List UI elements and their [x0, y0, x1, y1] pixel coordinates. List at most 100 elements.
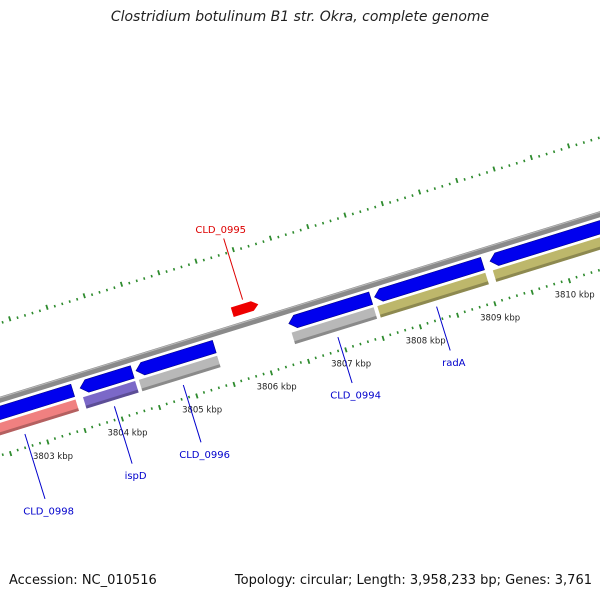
outer-scale-tick	[590, 138, 593, 142]
inner-scale-tick	[173, 400, 176, 404]
outer-scale-tick	[329, 219, 332, 223]
outer-scale-tick	[128, 281, 131, 285]
inner-scale-tick	[590, 271, 593, 275]
gene-label-cld_0994: CLD_0994	[330, 391, 381, 402]
gene-label-leader	[337, 336, 353, 384]
outer-scale-tick	[239, 247, 243, 250]
outer-scale-tick	[351, 212, 355, 216]
feature-clpc	[492, 237, 600, 282]
inner-scale-tick	[210, 388, 213, 392]
inner-scale-tick	[16, 448, 19, 452]
accession-text: Accession: NC_010516	[9, 573, 157, 588]
inner-scale-tick	[254, 374, 258, 378]
outer-scale-tick	[157, 270, 161, 276]
outer-scale-tick	[61, 302, 64, 306]
outer-scale-tick	[485, 171, 489, 174]
inner-scale-tick	[202, 391, 206, 394]
scale-tick-label: 3804 kbp	[107, 429, 147, 439]
inner-scale-tick	[1, 453, 4, 457]
outer-scale-tick	[582, 141, 586, 144]
scale-tick-label: 3808 kbp	[406, 337, 446, 347]
scale-tick-label: 3805 kbp	[182, 406, 222, 416]
inner-scale-tick	[471, 308, 474, 311]
inner-scale-tick	[322, 354, 325, 357]
inner-scale-tick	[8, 450, 13, 457]
inner-scale-tick	[344, 347, 348, 353]
outer-scale-tick	[268, 235, 273, 241]
outer-scale-tick	[552, 150, 556, 154]
gene-label-rada: radA	[442, 358, 466, 369]
inner-scale-tick	[411, 326, 414, 330]
feature-rada	[377, 272, 489, 318]
inner-scale-tick	[336, 349, 340, 353]
outer-scale-tick	[336, 217, 340, 221]
inner-scale-tick	[23, 446, 27, 450]
scale-tick-label: 3809 kbp	[480, 314, 520, 324]
inner-scale-tick	[299, 361, 302, 364]
outer-scale-tick	[470, 175, 474, 179]
inner-scale-tick	[68, 432, 71, 436]
outer-scale-tick	[500, 166, 504, 170]
inner-scale-tick	[232, 381, 236, 388]
inner-scale-tick	[143, 409, 146, 413]
inner-scale-tick	[582, 273, 586, 277]
inner-scale-tick	[351, 344, 355, 348]
outer-scale-tick	[210, 256, 213, 260]
outer-scale-tick	[262, 240, 265, 244]
outer-scale-tick	[119, 281, 124, 287]
outer-scale-tick	[403, 196, 407, 200]
cds-block	[135, 340, 217, 376]
outer-scale-tick	[180, 265, 183, 269]
inner-scale-tick	[456, 312, 460, 318]
outer-scale-tick	[299, 228, 302, 232]
inner-scale-tick	[329, 351, 332, 355]
outer-scale-tick	[455, 177, 459, 184]
outer-scale-tick	[575, 143, 578, 147]
inner-scale-tick	[404, 328, 407, 332]
scale-tick-label: 3806 kbp	[257, 383, 297, 393]
outer-scale-tick	[194, 258, 198, 264]
outer-scale-tick	[417, 189, 422, 195]
outer-scale-tick	[172, 267, 176, 271]
inner-scale-tick	[560, 280, 563, 284]
outer-scale-tick	[314, 224, 317, 227]
outer-scale-tick	[597, 136, 600, 140]
cds-block	[79, 365, 135, 393]
outer-scale-tick	[135, 279, 138, 283]
outer-scale-tick	[82, 293, 86, 299]
inner-scale-tick	[277, 367, 280, 371]
outer-scale-tick	[254, 242, 258, 246]
feature-ispd	[83, 381, 139, 409]
inner-scale-tick	[98, 423, 101, 427]
outer-scale-tick	[98, 290, 101, 294]
cds-block	[489, 220, 600, 266]
inner-scale-tick	[433, 319, 437, 323]
outer-scale-tick	[90, 293, 94, 297]
gene-label-cld_0998: CLD_0998	[23, 506, 74, 517]
inner-scale-tick	[150, 407, 153, 411]
inner-scale-tick	[359, 342, 362, 346]
inner-scale-tick	[180, 397, 183, 401]
inner-scale-tick	[187, 395, 191, 399]
inner-scale-tick	[217, 386, 220, 390]
outer-scale-tick	[374, 205, 377, 209]
inner-scale-tick	[38, 441, 42, 445]
outer-scale-tick	[113, 286, 116, 290]
feature-cld_0998	[0, 399, 79, 436]
outer-scale-tick	[396, 198, 399, 202]
inner-scale-tick	[105, 420, 109, 424]
inner-scale-tick	[396, 331, 399, 334]
scale-tick-label: 3810 kbp	[555, 290, 595, 300]
outer-scale-tick	[143, 277, 146, 280]
cds-block	[0, 383, 75, 420]
outer-scale-tick	[68, 300, 71, 303]
outer-scale-tick	[515, 161, 518, 165]
inner-scale-tick	[463, 310, 466, 314]
inner-scale-tick	[269, 370, 273, 376]
genome-backbone	[0, 211, 600, 403]
inner-scale-tick	[441, 317, 444, 321]
inner-scale-tick	[247, 377, 250, 381]
outer-scale-tick	[306, 223, 310, 230]
outer-scale-tick	[165, 270, 168, 274]
outer-scale-tick	[284, 233, 287, 237]
